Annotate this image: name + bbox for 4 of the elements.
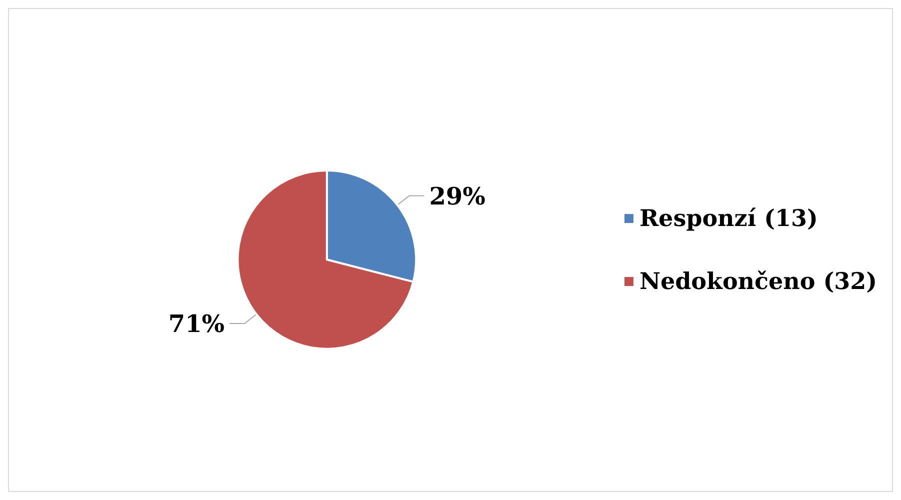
data-label: 71% [168, 308, 225, 338]
data-label: 29% [429, 181, 486, 210]
legend-label: Nedokončeno (32) [639, 268, 878, 295]
legend-label: Responzí (13) [639, 205, 818, 232]
